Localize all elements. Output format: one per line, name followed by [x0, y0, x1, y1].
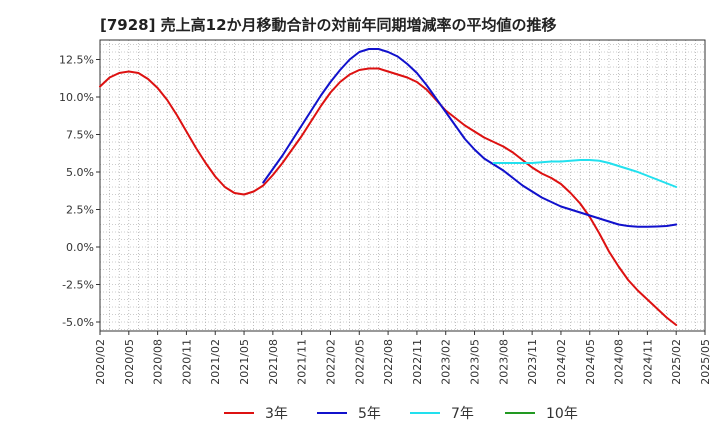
- series-line-3年: [99, 67, 678, 326]
- x-tick-label: 2023/08: [497, 339, 510, 385]
- x-tick-label: 2023/02: [440, 339, 453, 385]
- grid-layer: [99, 40, 706, 331]
- legend-label: 5年: [358, 406, 381, 422]
- x-tick-label: 2024/11: [641, 339, 654, 385]
- x-tick-label: 2022/11: [411, 339, 424, 385]
- legend-label: 7年: [451, 406, 474, 422]
- x-tick-label: 2024/02: [555, 339, 568, 385]
- axis-layer: 12.5%10.0%7.5%5.0%2.5%0.0%-2.5%-5.0%2020…: [59, 39, 712, 385]
- y-tick-label: 0.0%: [66, 241, 94, 254]
- chart-title: [7928] 売上高12か月移動合計の対前年同期増減率の平均値の推移: [100, 16, 557, 34]
- y-tick-label: 5.0%: [66, 166, 94, 179]
- y-tick-label: -2.5%: [62, 279, 94, 292]
- legend-label: 10年: [546, 406, 578, 422]
- x-tick-label: 2020/02: [94, 339, 107, 385]
- plot-border: [99, 39, 706, 332]
- series-line-5年: [262, 48, 678, 228]
- x-tick-label: 2023/05: [469, 339, 482, 385]
- x-tick-label: 2025/02: [670, 339, 683, 385]
- x-tick-label: 2021/11: [296, 339, 309, 385]
- series-layer: [99, 48, 678, 326]
- series-line-7年: [492, 159, 678, 188]
- x-tick-label: 2024/08: [613, 339, 626, 385]
- x-tick-label: 2022/05: [353, 339, 366, 385]
- x-tick-label: 2022/08: [382, 339, 395, 385]
- x-tick-label: 2020/05: [123, 339, 136, 385]
- y-tick-label: 10.0%: [59, 91, 94, 104]
- y-tick-label: 12.5%: [59, 54, 94, 67]
- x-tick-label: 2020/08: [152, 339, 165, 385]
- x-tick-label: 2020/11: [180, 339, 193, 385]
- x-tick-label: 2021/02: [209, 339, 222, 385]
- x-tick-label: 2022/02: [324, 339, 337, 385]
- legend-label: 3年: [265, 406, 288, 422]
- y-tick-label: -5.0%: [62, 316, 94, 329]
- y-tick-label: 7.5%: [66, 129, 94, 142]
- x-tick-label: 2023/11: [526, 339, 539, 385]
- x-tick-label: 2021/08: [267, 339, 280, 385]
- x-tick-label: 2025/05: [699, 339, 712, 385]
- legend: 3年 5年 7年 10年: [224, 406, 578, 422]
- x-tick-label: 2021/05: [238, 339, 251, 385]
- y-tick-label: 2.5%: [66, 204, 94, 217]
- x-tick-label: 2024/05: [584, 339, 597, 385]
